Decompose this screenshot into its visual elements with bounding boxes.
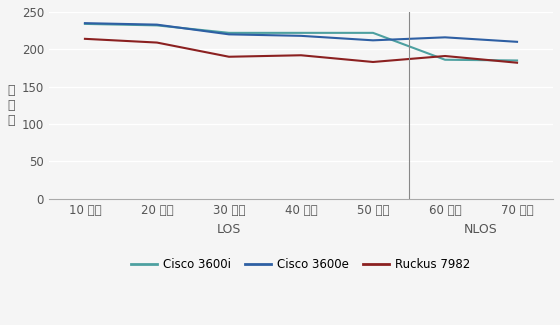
Text: NLOS: NLOS: [464, 223, 498, 236]
Legend: Cisco 3600i, Cisco 3600e, Ruckus 7982: Cisco 3600i, Cisco 3600e, Ruckus 7982: [127, 253, 475, 276]
Y-axis label: 吞
吐
量: 吞 吐 量: [7, 84, 15, 127]
Text: LOS: LOS: [217, 223, 241, 236]
